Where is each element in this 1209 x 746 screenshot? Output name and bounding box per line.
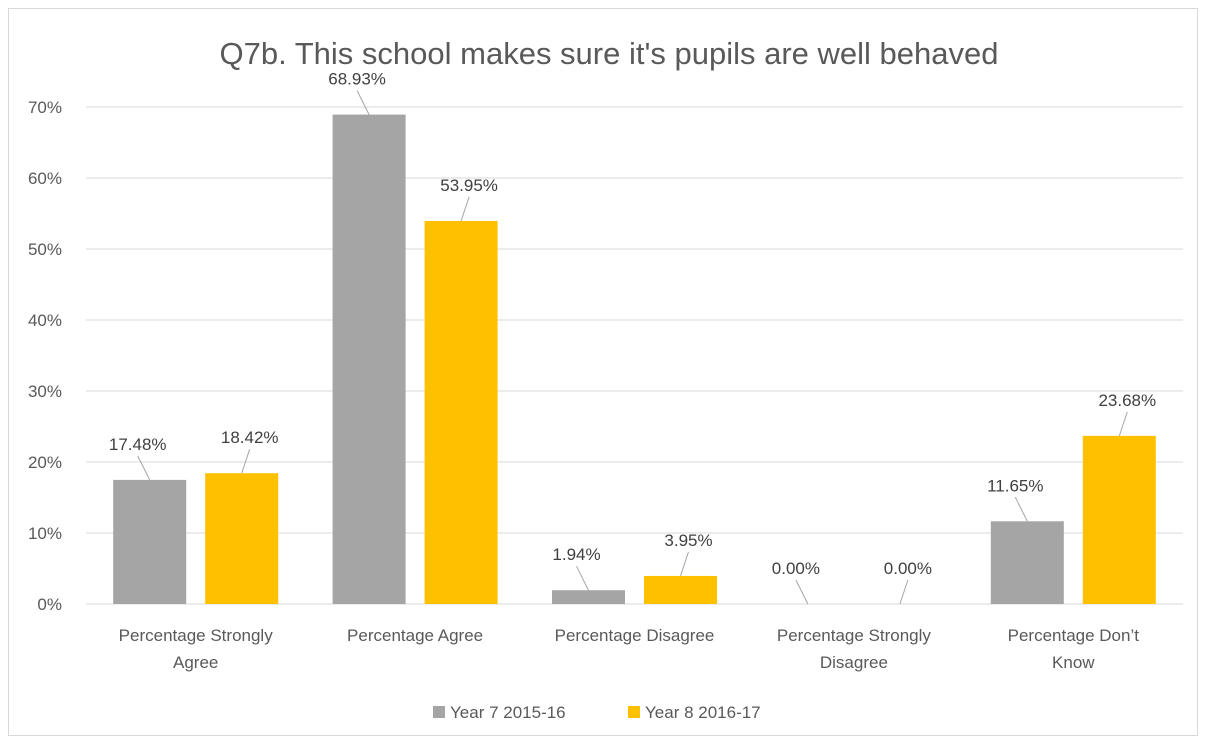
- x-category-label: Percentage Strongly Agree: [119, 626, 274, 672]
- data-label: 18.42%: [221, 428, 279, 447]
- legend: Year 7 2015-16 Year 8 2016-17: [433, 703, 761, 722]
- data-label-leader: [1014, 497, 1028, 522]
- bar-year7: [552, 590, 625, 604]
- x-category-label: Percentage Disagree: [555, 626, 715, 645]
- legend-swatch: [628, 706, 640, 718]
- x-category-label: Percentage Agree: [347, 626, 483, 645]
- bar-year7: [990, 521, 1064, 604]
- data-label-leader: [1118, 411, 1128, 437]
- data-label-leader: [680, 551, 689, 577]
- data-label-leader: [137, 455, 151, 481]
- chart-title: Q7b. This school makes sure it's pupils …: [219, 36, 998, 71]
- data-label-leader: [576, 566, 589, 591]
- x-category-label: Percentage Don’t Know: [1008, 626, 1140, 672]
- data-label-leader: [460, 196, 470, 222]
- data-label: 17.48%: [109, 435, 167, 454]
- data-label: 3.95%: [664, 531, 712, 550]
- legend-swatch: [433, 706, 445, 718]
- y-tick-label: 30%: [28, 382, 62, 401]
- legend-label: Year 8 2016-17: [645, 703, 761, 722]
- y-tick-label: 0%: [37, 595, 62, 614]
- data-label-leader: [241, 449, 251, 474]
- chart-frame: [8, 8, 1198, 736]
- x-axis-categories: Percentage Strongly Agree Percentage Agree…: [119, 626, 1140, 672]
- data-label-leader: [356, 90, 370, 115]
- data-label: 1.94%: [552, 545, 600, 564]
- bars: [113, 114, 1156, 605]
- y-tick-label: 20%: [28, 453, 62, 472]
- data-label: 0.00%: [884, 559, 932, 578]
- data-labels: 17.48% 68.93% 1.94% 0.00% 11.65% 18.42% 53.95%…: [109, 70, 1156, 605]
- data-label: 68.93%: [328, 70, 386, 89]
- data-label-leader: [795, 579, 809, 605]
- y-axis-ticks: 0% 10% 20% 30% 40% 50% 60% 70%: [28, 98, 62, 614]
- bar-year7: [113, 479, 187, 604]
- legend-label: Year 7 2015-16: [450, 703, 566, 722]
- bar-year8: [644, 575, 717, 604]
- data-label-leader: [899, 579, 909, 605]
- bar-year7: [332, 114, 406, 605]
- y-tick-label: 10%: [28, 524, 62, 543]
- bar-year8: [424, 220, 498, 604]
- data-label: 0.00%: [772, 559, 820, 578]
- data-label: 11.65%: [987, 476, 1043, 495]
- data-label: 53.95%: [440, 176, 498, 195]
- y-tick-label: 40%: [28, 311, 62, 330]
- y-tick-label: 60%: [28, 169, 62, 188]
- bar-year8: [205, 473, 279, 604]
- data-label: 23.68%: [1098, 391, 1156, 410]
- x-category-label: Percentage Strongly Disagree: [777, 626, 932, 672]
- y-tick-label: 50%: [28, 240, 62, 259]
- y-tick-label: 70%: [28, 98, 62, 117]
- bar-year8: [1082, 435, 1156, 604]
